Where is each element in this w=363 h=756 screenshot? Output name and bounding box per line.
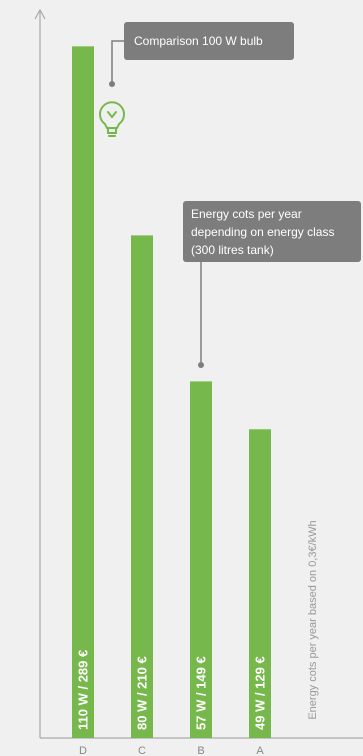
x-tick-a: A: [256, 745, 264, 756]
x-tick-b: B: [197, 745, 204, 756]
callout-comparison-bulb: Comparison 100 W bulb: [99, 22, 294, 137]
callout-energy-line-3: (300 litres tank): [191, 243, 274, 257]
callout-comparison-dot: [109, 81, 115, 87]
y-axis-arrow: [34, 8, 46, 20]
x-tick-c: C: [138, 745, 146, 756]
callout-energy-class: Energy cots per year depending on energy…: [183, 201, 361, 368]
x-tick-d: D: [79, 745, 87, 756]
callout-comparison-box: [124, 22, 294, 60]
bar-b: [190, 381, 212, 738]
callout-comparison-text: Comparison 100 W bulb: [134, 34, 263, 48]
bar-label-c: 80 W / 210 €: [135, 656, 150, 730]
callout-comparison-leader: [111, 40, 125, 84]
y-axis-title: Energy cots per year based on 0,3€/kWh: [307, 520, 319, 719]
bar-c: [131, 235, 153, 738]
bar-label-d: 110 W / 289 €: [76, 650, 91, 730]
bars: [72, 46, 271, 739]
bar-label-b: 57 W / 149 €: [194, 656, 209, 730]
callout-energy-line-1: Energy cots per year: [191, 207, 302, 221]
callout-energy-box: [183, 201, 361, 262]
bar-d: [72, 46, 94, 739]
light-bulb-icon: [99, 101, 125, 137]
callout-energy-line-2: depending on energy class: [191, 225, 334, 239]
bar-a: [249, 429, 271, 738]
bar-labels: 110 W / 289 € 80 W / 210 € 57 W / 149 € 49 …: [76, 650, 268, 730]
callout-energy-dot: [198, 362, 204, 368]
bar-label-a: 49 W / 129 €: [253, 656, 268, 730]
